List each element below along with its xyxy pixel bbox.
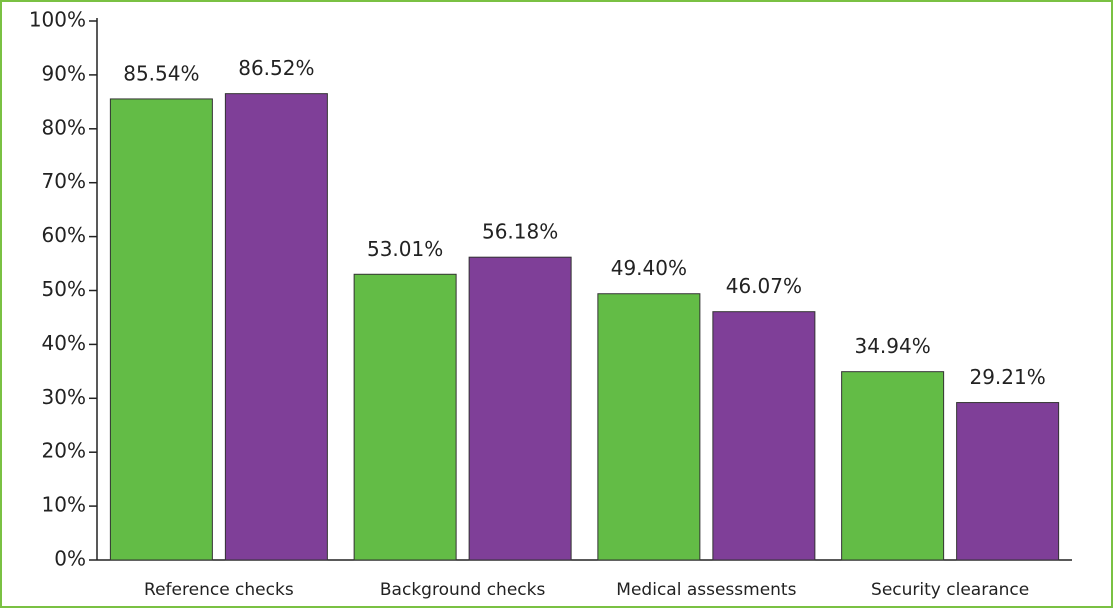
y-tick-label: 90% (42, 61, 86, 85)
y-tick-label: 40% (42, 331, 86, 355)
bar (353, 273, 457, 561)
y-tick-label: 70% (42, 169, 86, 193)
bar (468, 256, 572, 561)
bar (712, 311, 816, 561)
y-tick-label: 0% (54, 547, 86, 571)
y-tick-label: 20% (42, 439, 86, 463)
y-tick-label: 30% (42, 385, 86, 409)
bar (109, 98, 213, 561)
y-tick-label: 100% (29, 8, 86, 32)
value-label: 46.07% (726, 274, 802, 298)
x-tick-label: Reference checks (144, 580, 294, 600)
value-label: 53.01% (367, 237, 443, 261)
x-tick-label: Security clearance (871, 580, 1029, 600)
x-tick-label: Medical assessments (616, 580, 796, 600)
bar (956, 402, 1060, 561)
value-label: 85.54% (123, 61, 199, 85)
x-tick-label: Background checks (380, 580, 546, 600)
value-label: 49.40% (611, 256, 687, 280)
value-label: 29.21% (969, 365, 1045, 389)
value-label: 86.52% (238, 56, 314, 80)
y-tick-label: 60% (42, 223, 86, 247)
y-tick-label: 10% (42, 493, 86, 517)
value-label: 56.18% (482, 220, 558, 244)
bar (841, 371, 945, 561)
y-tick-label: 50% (42, 277, 86, 301)
y-tick-label: 80% (42, 115, 86, 139)
value-label: 34.94% (854, 334, 930, 358)
bar (597, 293, 701, 561)
bar (224, 93, 328, 561)
